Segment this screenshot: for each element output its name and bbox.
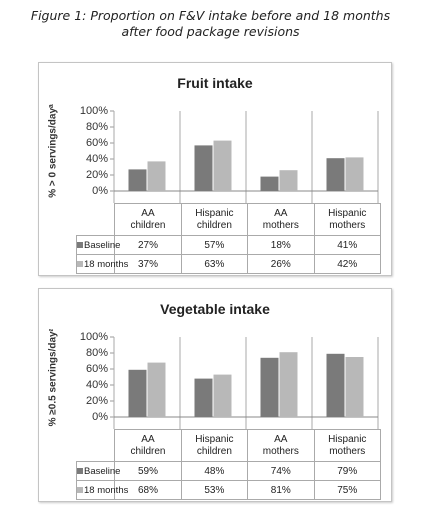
chart-title: Fruit intake [177,75,253,91]
legend-swatch [77,486,83,493]
table-body: AA children Hispanic children AA mothers Hi… [75,203,382,274]
bar [260,176,279,191]
chart-panel: Vegetable intake % ≥0.5 servings/dayᵃ 0% 20… [38,288,392,502]
legend-label: 18 months [84,258,129,270]
x-tick-label: Hispanic mothers [313,203,382,236]
bar [345,157,364,191]
legend-swatch [77,241,83,248]
bar [128,369,147,417]
legend-cell: 18 months [75,254,128,274]
bar [326,353,345,417]
y-tick-label: 0% [92,411,108,423]
x-tick-label: AA children [114,429,182,462]
x-tick-label: AA children [114,203,182,236]
table-body: AA children Hispanic children AA mothers Hi… [75,429,382,500]
corner-cell [77,430,115,462]
y-tick-label: 0% [92,185,108,197]
y-tick-label: 80% [86,347,108,359]
y-tick-label: 100% [80,105,108,117]
legend-cell: Baseline [75,461,120,481]
y-tick-label: 80% [86,121,108,133]
chart-panel: Fruit intake % > 0 servings/dayᵃ 0% 20% 40% 6… [38,62,392,276]
bar [279,170,298,191]
bar [213,374,232,417]
value-label: 41% [313,235,382,255]
x-tick-label: AA mothers [247,429,315,462]
legend-cell: Baseline [75,235,120,255]
value-label: 75% [313,480,382,500]
value-label: 37% [114,254,182,274]
value-label: 48% [180,461,249,481]
legend-cell: 18 months [75,480,128,500]
x-tick-label: Hispanic children [180,429,249,462]
value-label: 63% [180,254,249,274]
chart-title: Vegetable intake [160,301,270,317]
series-row: Baseline 59% 48% 74% 79% [75,461,382,481]
x-tick-label: AA mothers [247,203,315,236]
caption-line: after food package revisions [121,24,300,39]
value-label: 68% [114,480,182,500]
value-label: 53% [180,480,249,500]
bar [194,378,213,417]
category-row: AA children Hispanic children AA mothers Hi… [77,429,382,462]
bar [128,169,147,191]
y-tick-label: 20% [86,169,108,181]
y-axis-label: % ≥0.5 servings/dayᵃ [48,329,59,426]
series-row: Baseline 27% 57% 18% 41% [75,235,382,255]
y-tick-label: 60% [86,363,108,375]
value-label: 42% [313,254,382,274]
bar [345,357,364,417]
legend-swatch [77,467,83,474]
plot: % > 0 servings/dayᵃ 0% 20% 40% 60% 80% 100% [48,104,379,203]
bar [279,352,298,417]
value-label: 81% [247,480,315,500]
legend-label: 18 months [84,484,129,496]
corner-cell [77,204,115,236]
legend-label: Baseline [84,239,121,251]
bar [147,362,166,417]
value-label: 57% [180,235,249,255]
bar [260,357,279,417]
value-label: 26% [247,254,315,274]
x-tick-label: Hispanic children [180,203,249,236]
bar [326,158,345,191]
legend-swatch [77,260,83,267]
data-table: AA children Hispanic children AA mothers Hi… [75,429,382,500]
category-row: AA children Hispanic children AA mothers Hi… [77,203,382,236]
bar [147,161,166,191]
value-label: 27% [114,235,182,255]
y-tick-label: 20% [86,395,108,407]
plot: % ≥0.5 servings/dayᵃ 0% 20% 40% 60% 80% 100% [48,329,379,429]
legend-label: Baseline [84,465,121,477]
bar [194,145,213,191]
series-row: 18 months 37% 63% 26% 42% [75,254,382,274]
value-label: 79% [313,461,382,481]
caption-line: Figure 1: Proportion on F&V intake befor… [30,8,391,23]
data-table: AA children Hispanic children AA mothers Hi… [75,203,382,274]
value-label: 74% [247,461,315,481]
y-tick-label: 100% [80,331,108,343]
series-row: 18 months 68% 53% 81% 75% [75,480,382,500]
bar [213,140,232,191]
value-label: 18% [247,235,315,255]
y-axis-label: % > 0 servings/dayᵃ [48,104,59,198]
y-tick-label: 40% [86,153,108,165]
y-tick-label: 40% [86,379,108,391]
x-tick-label: Hispanic mothers [313,429,382,462]
y-tick-label: 60% [86,137,108,149]
value-label: 59% [114,461,182,481]
